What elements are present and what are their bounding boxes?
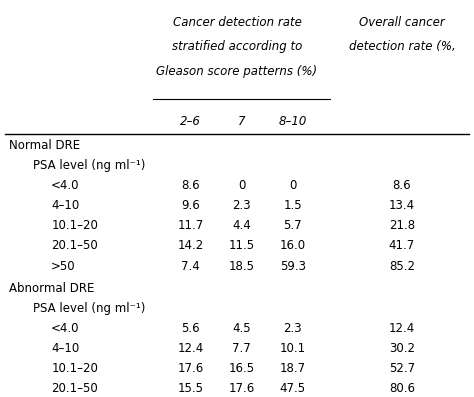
Text: Normal DRE: Normal DRE (9, 139, 81, 152)
Text: 8.6: 8.6 (181, 179, 200, 192)
Text: 16.5: 16.5 (228, 362, 255, 375)
Text: 4–10: 4–10 (51, 342, 80, 355)
Text: 4.5: 4.5 (232, 322, 251, 335)
Text: 52.7: 52.7 (389, 362, 415, 375)
Text: 18.5: 18.5 (228, 260, 255, 273)
Text: >50: >50 (51, 260, 76, 273)
Text: PSA level (ng ml⁻¹): PSA level (ng ml⁻¹) (33, 159, 145, 172)
Text: 41.7: 41.7 (389, 239, 415, 252)
Text: 20.1–50: 20.1–50 (51, 382, 98, 395)
Text: 10.1–20: 10.1–20 (51, 220, 98, 232)
Text: 5.6: 5.6 (181, 322, 200, 335)
Text: 47.5: 47.5 (280, 382, 306, 395)
Text: 80.6: 80.6 (389, 382, 415, 395)
Text: 20.1–50: 20.1–50 (51, 239, 98, 252)
Text: 2.3: 2.3 (283, 322, 302, 335)
Text: 7.4: 7.4 (181, 260, 200, 273)
Text: 4–10: 4–10 (51, 199, 80, 212)
Text: 2.3: 2.3 (232, 199, 251, 212)
Text: 15.5: 15.5 (178, 382, 203, 395)
Text: 13.4: 13.4 (389, 199, 415, 212)
Text: 59.3: 59.3 (280, 260, 306, 273)
Text: <4.0: <4.0 (51, 179, 80, 192)
Text: 11.7: 11.7 (177, 220, 204, 232)
Text: 18.7: 18.7 (280, 362, 306, 375)
Text: 10.1–20: 10.1–20 (51, 362, 98, 375)
Text: 0: 0 (289, 179, 296, 192)
Text: 12.4: 12.4 (177, 342, 204, 355)
Text: stratified according to: stratified according to (172, 40, 302, 53)
Text: 17.6: 17.6 (177, 362, 204, 375)
Text: 12.4: 12.4 (389, 322, 415, 335)
Text: 0: 0 (238, 179, 246, 192)
Text: 2–6: 2–6 (180, 115, 201, 128)
Text: PSA level (ng ml⁻¹): PSA level (ng ml⁻¹) (33, 302, 145, 315)
Text: Abnormal DRE: Abnormal DRE (9, 281, 95, 295)
Text: 8–10: 8–10 (279, 115, 307, 128)
Text: 1.5: 1.5 (283, 199, 302, 212)
Text: 9.6: 9.6 (181, 199, 200, 212)
Text: 8.6: 8.6 (392, 179, 411, 192)
Text: detection rate (%,: detection rate (%, (348, 40, 456, 53)
Text: 10.1: 10.1 (280, 342, 306, 355)
Text: Gleason score patterns (%): Gleason score patterns (%) (156, 65, 318, 78)
Text: 5.7: 5.7 (283, 220, 302, 232)
Text: 4.4: 4.4 (232, 220, 251, 232)
Text: 85.2: 85.2 (389, 260, 415, 273)
Text: 17.6: 17.6 (228, 382, 255, 395)
Text: 14.2: 14.2 (177, 239, 204, 252)
Text: Cancer detection rate: Cancer detection rate (173, 15, 301, 29)
Text: 21.8: 21.8 (389, 220, 415, 232)
Text: 11.5: 11.5 (228, 239, 255, 252)
Text: 7.7: 7.7 (232, 342, 251, 355)
Text: 30.2: 30.2 (389, 342, 415, 355)
Text: 16.0: 16.0 (280, 239, 306, 252)
Text: <4.0: <4.0 (51, 322, 80, 335)
Text: Overall cancer: Overall cancer (359, 15, 445, 29)
Text: 7: 7 (238, 115, 246, 128)
